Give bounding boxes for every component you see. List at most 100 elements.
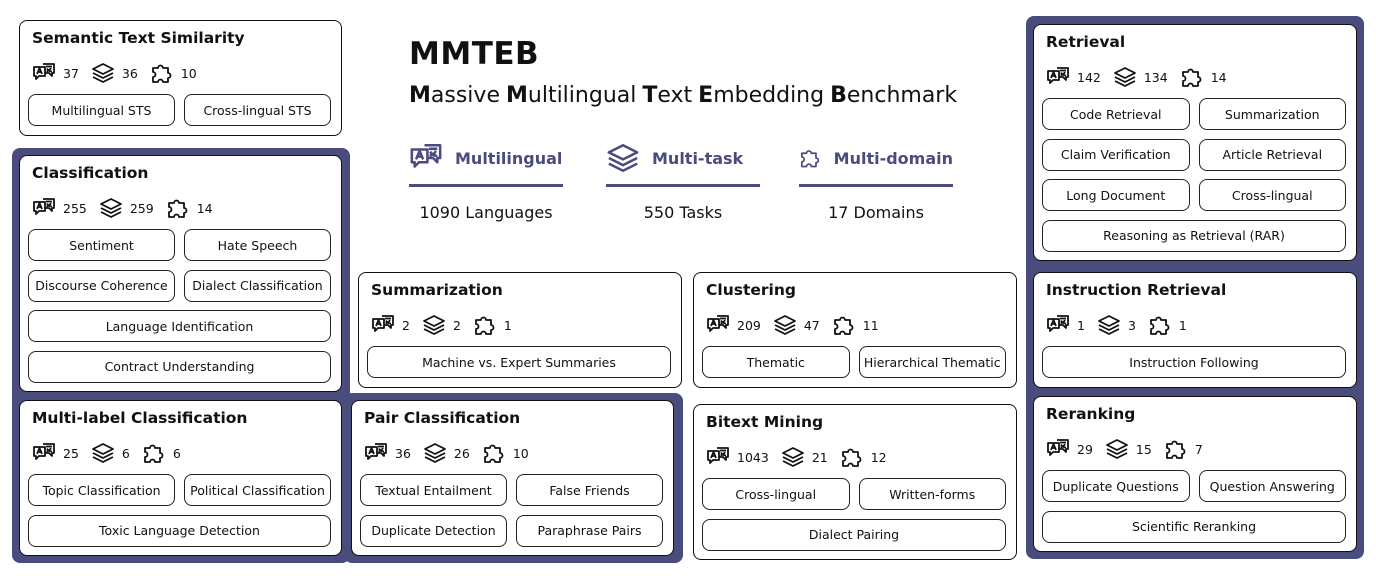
card-title: Classification — [32, 164, 149, 182]
feature: Multi-task 550 Tasks — [606, 142, 760, 222]
count: 6 — [91, 441, 130, 465]
tag: Duplicate Questions — [1042, 470, 1190, 502]
count-domains: 1 — [503, 317, 512, 333]
count-tasks: 26 — [453, 445, 470, 461]
puzzle-icon — [483, 444, 504, 463]
task-card: Bitext Mining 1043 21 12 Cross-lingual Writte… — [693, 404, 1017, 560]
count-domains: 11 — [862, 317, 879, 333]
tag: Article Retrieval — [1198, 138, 1346, 171]
count: 26 — [423, 441, 470, 465]
puzzle-icon — [833, 316, 854, 335]
count-languages: 142 — [1077, 69, 1101, 85]
tag: Cross-lingual — [1198, 179, 1346, 211]
tag: Instruction Following — [1042, 346, 1346, 378]
language-icon — [707, 447, 729, 464]
tag: Political Classification — [184, 474, 331, 506]
feature-head: Multi-task — [606, 142, 760, 174]
layers-icon — [1106, 439, 1128, 459]
count-languages: 255 — [63, 200, 87, 216]
feature-label: Multi-domain — [833, 148, 953, 168]
puzzle-icon — [800, 150, 820, 168]
count: 10 — [150, 61, 197, 85]
tag: Machine vs. Expert Summaries — [367, 346, 671, 378]
feature-stat: 17 Domains — [828, 203, 924, 222]
task-card: Semantic Text Similarity 37 36 10 Multilingu… — [19, 20, 342, 136]
count: 142 — [1046, 65, 1101, 89]
tag: Summarization — [1198, 98, 1346, 130]
count-domains: 1 — [1178, 317, 1187, 333]
tag: Toxic Language Detection — [28, 514, 331, 547]
card-title: Summarization — [371, 281, 503, 299]
count: 29 — [1046, 437, 1093, 461]
language-icon — [1047, 315, 1069, 332]
tag: Long Document — [1042, 179, 1190, 211]
count-languages: 37 — [63, 65, 79, 81]
count: 1 — [473, 313, 512, 337]
count: 37 — [32, 61, 79, 85]
count: 259 — [99, 196, 154, 220]
tag: Claim Verification — [1042, 138, 1190, 171]
task-card: Summarization 2 2 1 Machine vs. Expert Summa… — [358, 272, 682, 388]
tag: Paraphrase Pairs — [516, 514, 663, 547]
tag: False Friends — [516, 474, 663, 506]
subtitle-word: Text — [642, 83, 693, 108]
count-tasks: 21 — [811, 449, 828, 465]
count: 10 — [482, 441, 529, 465]
subtitle-word: Embedding — [698, 83, 825, 108]
tag: Textual Entailment — [360, 474, 507, 506]
count: 1 — [1046, 313, 1085, 337]
layers-icon — [773, 315, 796, 335]
puzzle-icon — [1165, 440, 1186, 459]
count: 12 — [840, 445, 887, 469]
feature-stat: 550 Tasks — [643, 203, 723, 222]
count: 36 — [364, 441, 411, 465]
task-card: Multi-label Classification 25 6 6 Topic Clas… — [19, 400, 342, 556]
card-title: Pair Classification — [364, 409, 521, 427]
count: 255 — [32, 196, 87, 220]
tag: Language Identification — [28, 310, 331, 342]
count-tasks: 36 — [121, 65, 138, 81]
card-title: Clustering — [706, 281, 796, 299]
card-title: Bitext Mining — [706, 413, 824, 431]
feature-label: Multi-task — [652, 148, 744, 168]
count-tasks: 134 — [1143, 69, 1168, 85]
feature-rule — [409, 184, 563, 187]
feature-rule — [799, 184, 953, 187]
tag: Code Retrieval — [1042, 98, 1190, 130]
tag: Question Answering — [1198, 470, 1346, 502]
puzzle-icon — [841, 448, 862, 467]
language-icon — [372, 315, 394, 332]
feature-stat: 1090 Languages — [419, 203, 553, 222]
layers-icon — [1113, 67, 1136, 87]
task-card: Retrieval 142 134 14 Code Retrieval Summariza… — [1033, 24, 1357, 261]
count-tasks: 3 — [1127, 317, 1136, 333]
tag: Cross-lingual STS — [184, 94, 331, 126]
counts: 209 47 11 — [706, 313, 891, 337]
count: 25 — [32, 441, 79, 465]
count-languages: 2 — [402, 317, 410, 333]
count: 15 — [1105, 437, 1152, 461]
count: 21 — [781, 445, 828, 469]
count-tasks: 259 — [129, 200, 154, 216]
language-icon — [365, 443, 387, 460]
feature: Multi-domain 17 Domains — [799, 142, 953, 222]
count: 3 — [1097, 313, 1136, 337]
tag: Topic Classification — [28, 474, 175, 506]
tag: Discourse Coherence — [28, 269, 175, 302]
card-title: Semantic Text Similarity — [32, 29, 245, 47]
tag: Scientific Reranking — [1042, 510, 1346, 543]
puzzle-icon — [1150, 316, 1170, 335]
puzzle-icon — [151, 64, 172, 83]
counts: 36 26 10 — [364, 441, 541, 465]
feature-head: Multi-domain — [799, 142, 953, 174]
task-card: Classification 255 259 14 Sentiment Hate Spee… — [19, 155, 342, 392]
count-languages: 29 — [1077, 441, 1093, 457]
tag: Cross-lingual — [702, 478, 850, 510]
language-icon — [1047, 439, 1069, 456]
subtitle-word: Multilingual — [505, 83, 637, 108]
card-title: Multi-label Classification — [32, 409, 248, 427]
count-languages: 1043 — [737, 449, 769, 465]
card-title: Retrieval — [1046, 33, 1126, 51]
layers-icon — [1098, 315, 1120, 335]
